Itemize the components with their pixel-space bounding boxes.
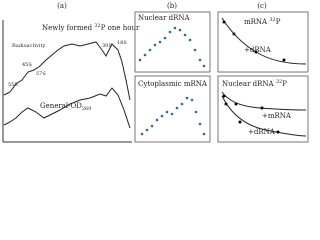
series-label: Radioactivity [12,43,45,49]
peak-label: 30S [102,43,112,49]
peak-label: 18S [117,40,127,46]
panel-title: Nuclear dRNA [138,14,191,22]
plot-box [217,11,309,73]
curve-label: +mRNA [262,112,292,120]
figure: (a) Newly formed 32P one hour Radioactiv… [2,2,309,143]
plot-box [134,11,211,73]
curve [3,87,131,129]
panel-title: Newly formed 32P one hour [42,23,140,32]
panel-label: (a) [57,2,67,10]
panel-label: (c) [257,2,267,10]
curve [3,41,131,101]
dots [138,26,206,136]
plot-box [134,75,211,143]
peak-label: 57S [36,71,46,77]
curve-label: +dRNA [244,46,272,54]
dots [222,94,280,134]
curve-label: +dRNA [248,128,276,136]
panel-label: (b) [167,2,177,10]
peak-label: 55S [8,82,18,88]
dots [222,20,286,62]
peak-label: 45S [22,62,32,68]
series-label: General-OD260 [40,102,91,112]
panel-title: Cytoplasmic mRNA [138,80,208,88]
plot-box [217,75,309,143]
curve [221,95,307,137]
panel-title: mRNA 32P [244,17,281,26]
curve [221,91,307,111]
panel-title: Nuclear dRNA 32P [222,79,287,88]
